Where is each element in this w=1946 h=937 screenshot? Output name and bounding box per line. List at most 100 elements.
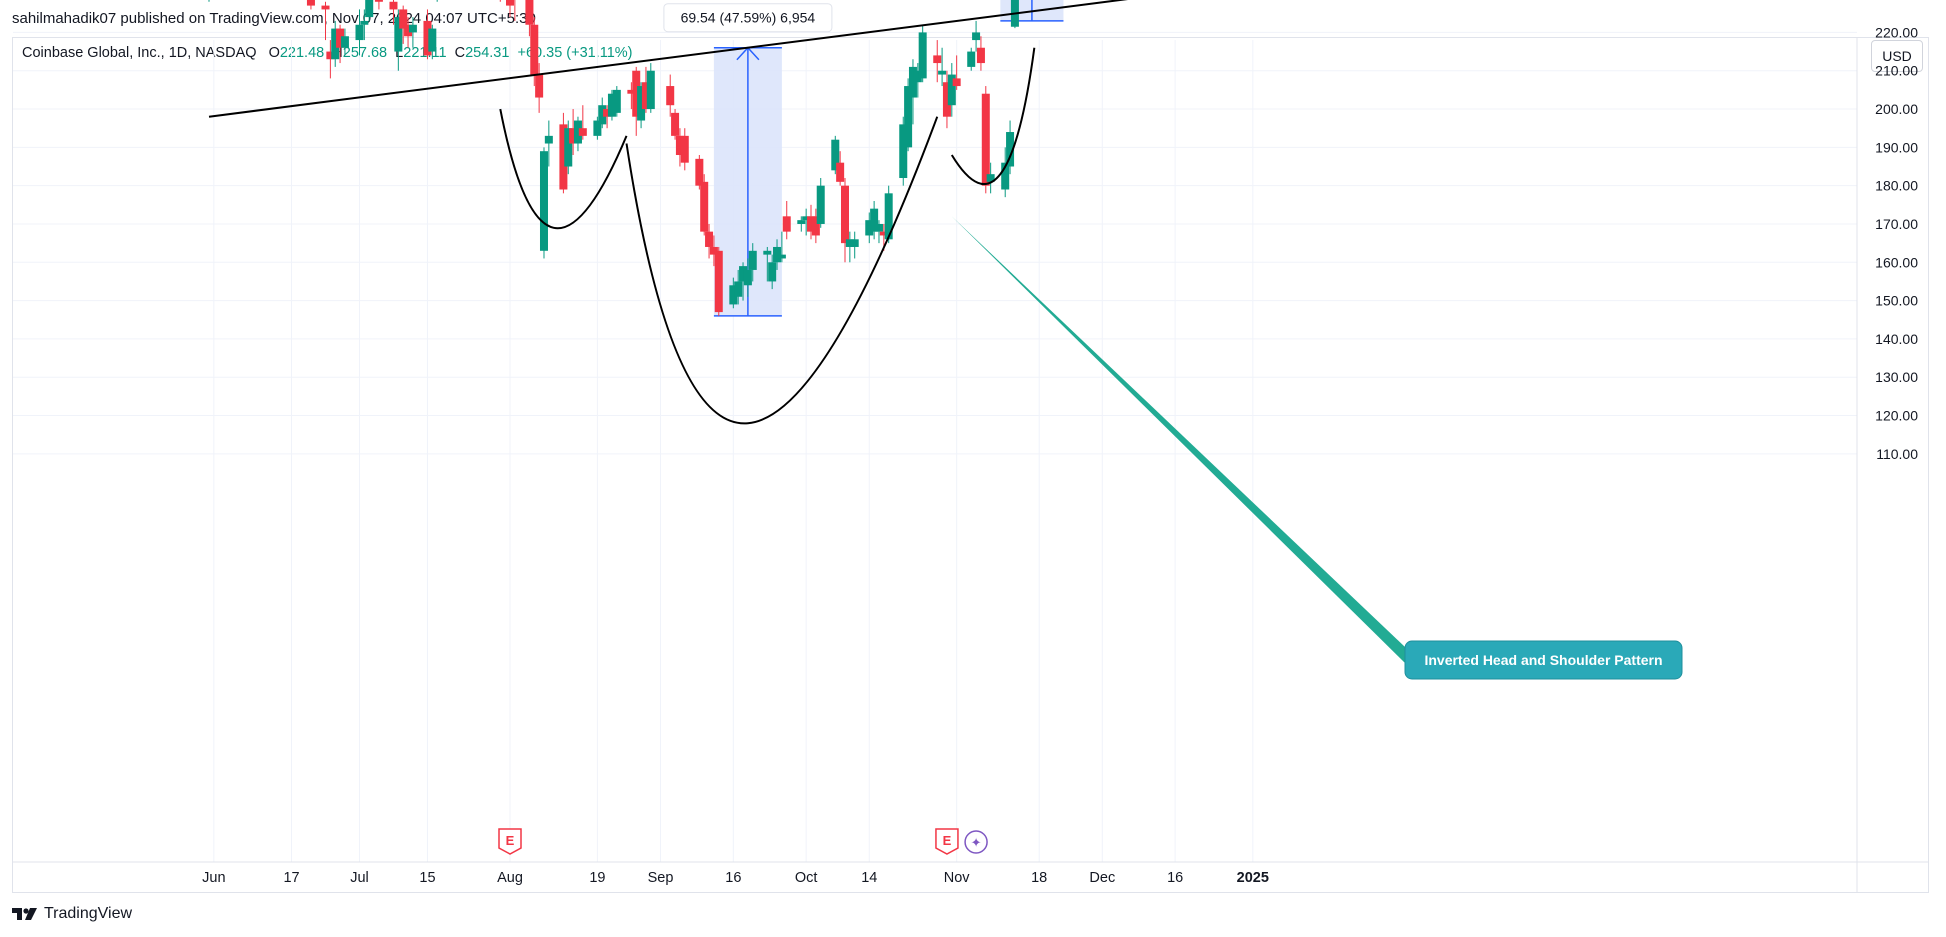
candle-body[interactable] bbox=[729, 285, 738, 305]
candle-body[interactable] bbox=[947, 74, 956, 106]
candle-body[interactable] bbox=[1001, 162, 1010, 190]
candle-body[interactable] bbox=[908, 66, 917, 98]
candle-body[interactable] bbox=[952, 78, 961, 87]
left-shoulder-curve[interactable] bbox=[499, 108, 628, 230]
candle-body[interactable] bbox=[981, 93, 990, 186]
candle-body[interactable] bbox=[695, 158, 704, 186]
candle-body[interactable] bbox=[394, 17, 403, 52]
candle-body[interactable] bbox=[336, 28, 345, 48]
candle-body[interactable] bbox=[525, 0, 534, 25]
candle-body[interactable] bbox=[641, 82, 650, 110]
candle-body[interactable] bbox=[879, 231, 888, 236]
candle-body[interactable] bbox=[598, 105, 607, 125]
candle-body[interactable] bbox=[904, 86, 913, 148]
candle-body[interactable] bbox=[850, 239, 859, 247]
candle-body[interactable] bbox=[797, 220, 806, 224]
candle-body[interactable] bbox=[603, 109, 612, 117]
candle-body[interactable] bbox=[360, 20, 369, 25]
candle-body[interactable] bbox=[399, 9, 408, 29]
candle-body[interactable] bbox=[637, 86, 646, 121]
candle-body[interactable] bbox=[802, 216, 811, 221]
candle-body[interactable] bbox=[811, 216, 820, 236]
candle-body[interactable] bbox=[612, 89, 621, 113]
candle-body[interactable] bbox=[777, 254, 786, 259]
candle-body[interactable] bbox=[899, 124, 908, 179]
candle-body[interactable] bbox=[874, 223, 883, 232]
candle-body[interactable] bbox=[763, 250, 772, 255]
candle-body[interactable] bbox=[331, 28, 340, 60]
symbol-name[interactable]: Coinbase Global, Inc., 1D, NASDAQ bbox=[22, 45, 257, 61]
candle-body[interactable] bbox=[666, 86, 675, 106]
candle-body[interactable] bbox=[918, 32, 927, 79]
candle-body[interactable] bbox=[933, 55, 942, 64]
candle-body[interactable] bbox=[913, 70, 922, 83]
candle-body[interactable] bbox=[355, 24, 364, 41]
candle-body[interactable] bbox=[972, 32, 981, 41]
candle-body[interactable] bbox=[680, 135, 689, 163]
candle-body[interactable] bbox=[506, 0, 514, 6]
candle-body[interactable] bbox=[976, 47, 985, 64]
event-marker-icon[interactable] bbox=[964, 830, 988, 854]
candle-body[interactable] bbox=[539, 151, 548, 251]
candle-body[interactable] bbox=[836, 162, 845, 182]
candle-body[interactable] bbox=[423, 20, 432, 56]
candle-body[interactable] bbox=[739, 266, 748, 282]
candle-body[interactable] bbox=[646, 70, 655, 110]
candle-body[interactable] bbox=[607, 93, 616, 117]
candle-body[interactable] bbox=[714, 250, 723, 313]
annotation-box[interactable] bbox=[1404, 640, 1683, 680]
candle-body[interactable] bbox=[1006, 132, 1015, 167]
candle-body[interactable] bbox=[700, 181, 709, 232]
candle-body[interactable] bbox=[671, 112, 680, 136]
candle-body[interactable] bbox=[408, 24, 417, 33]
candle-body[interactable] bbox=[340, 36, 349, 48]
candle-body[interactable] bbox=[967, 51, 976, 67]
candle-body[interactable] bbox=[816, 185, 825, 224]
candle-body[interactable] bbox=[535, 74, 544, 98]
neckline-trendline[interactable] bbox=[208, 0, 1136, 118]
candle-body[interactable] bbox=[734, 281, 743, 297]
candle-body[interactable] bbox=[404, 24, 413, 37]
candle-body[interactable] bbox=[865, 220, 874, 236]
candle-body[interactable] bbox=[807, 216, 816, 232]
candle-body[interactable] bbox=[627, 89, 636, 94]
candle-body[interactable] bbox=[544, 135, 553, 144]
candle-body[interactable] bbox=[748, 250, 757, 270]
candle-body[interactable] bbox=[530, 24, 539, 75]
candle-body[interactable] bbox=[428, 28, 437, 52]
candle-body[interactable] bbox=[321, 5, 330, 10]
candle-body[interactable] bbox=[705, 231, 714, 247]
candle-body[interactable] bbox=[845, 239, 854, 247]
candle-body[interactable] bbox=[569, 128, 578, 144]
candle-body[interactable] bbox=[986, 174, 995, 182]
candle-body[interactable] bbox=[389, 1, 398, 10]
candle-body[interactable] bbox=[559, 124, 568, 190]
candle-body[interactable] bbox=[306, 0, 315, 6]
candle-body[interactable] bbox=[632, 70, 641, 117]
head-curve[interactable] bbox=[625, 116, 939, 425]
candle-body[interactable] bbox=[840, 185, 849, 244]
candle-body[interactable] bbox=[365, 0, 374, 18]
currency-button[interactable]: USD bbox=[1871, 40, 1923, 72]
candle-body[interactable] bbox=[573, 120, 582, 144]
candle-body[interactable] bbox=[743, 269, 752, 286]
candle-body[interactable] bbox=[768, 262, 777, 282]
chart-pane[interactable] bbox=[12, 37, 1929, 893]
candle-body[interactable] bbox=[326, 51, 335, 60]
candle-body[interactable] bbox=[709, 246, 718, 255]
candle-body[interactable] bbox=[831, 139, 840, 171]
candle-body[interactable] bbox=[593, 120, 602, 136]
candle-body[interactable] bbox=[884, 193, 893, 240]
earnings-marker-icon[interactable] bbox=[498, 828, 522, 855]
candle-body[interactable] bbox=[870, 208, 879, 232]
candle-body[interactable] bbox=[374, 0, 383, 2]
candle-body[interactable] bbox=[942, 82, 951, 117]
candle-body[interactable] bbox=[782, 216, 791, 232]
candle-body[interactable] bbox=[564, 128, 573, 167]
candle-body[interactable] bbox=[773, 246, 782, 263]
right-shoulder-curve[interactable] bbox=[950, 47, 1036, 186]
candle-body[interactable] bbox=[675, 135, 684, 156]
earnings-marker-icon[interactable] bbox=[935, 828, 959, 855]
candle-body[interactable] bbox=[578, 128, 587, 136]
